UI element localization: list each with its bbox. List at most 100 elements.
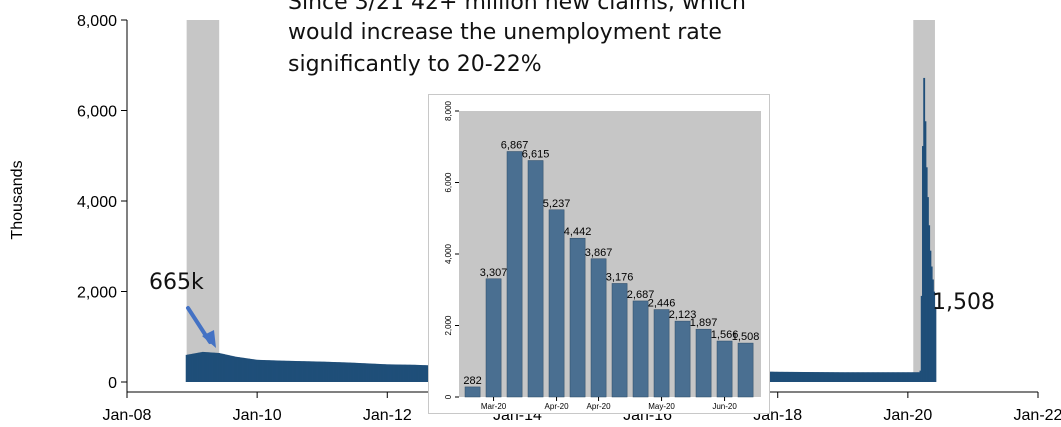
- inset-chart-frame: 0 2,000 4,000 6,000 8,000 282 3,307 6,867 6,615 5…: [428, 94, 770, 414]
- weekly-claims-bar: [895, 372, 898, 382]
- weekly-claims-bar: [206, 352, 209, 382]
- weekly-claims-bar: [422, 365, 425, 382]
- weekly-claims-bar: [789, 371, 792, 382]
- weekly-claims-bar: [838, 372, 841, 382]
- weekly-claims-bar: [294, 360, 297, 382]
- weekly-claims-bar: [793, 371, 796, 382]
- weekly-claims-bar: [769, 371, 772, 382]
- weekly-claims-bar: [929, 250, 932, 382]
- weekly-claims-bar: [782, 371, 785, 382]
- weekly-claims-bar: [892, 372, 894, 382]
- inset-bar: [464, 386, 481, 398]
- weekly-claims-bar: [280, 360, 283, 382]
- weekly-claims-bar: [289, 360, 292, 382]
- weekly-claims-bar: [868, 372, 871, 382]
- inset-bar-label: 6,615: [522, 149, 550, 161]
- weekly-claims-bar: [316, 361, 319, 382]
- weekly-claims-bar: [274, 360, 277, 382]
- weekly-claims-bar: [201, 351, 204, 382]
- inset-y-tick-label: 8,000: [444, 100, 453, 121]
- weekly-claims-bar: [415, 364, 418, 382]
- weekly-claims-bar: [196, 352, 199, 382]
- y-tick-label: 6,000: [77, 104, 117, 121]
- weekly-claims-bar: [850, 372, 853, 382]
- inset-bar: [506, 151, 523, 398]
- weekly-claims-bar: [780, 371, 783, 382]
- weekly-claims-bar: [308, 361, 310, 382]
- weekly-claims-bar: [818, 372, 821, 382]
- weekly-claims-bar: [310, 361, 313, 382]
- weekly-claims-bar: [249, 358, 252, 382]
- inset-bar: [632, 300, 649, 398]
- weekly-claims-bar: [807, 372, 810, 382]
- weekly-claims-bar: [918, 372, 921, 382]
- weekly-claims-bar: [903, 372, 906, 382]
- weekly-claims-bar: [285, 360, 288, 382]
- weekly-claims-bar: [221, 353, 224, 382]
- weekly-claims-bar: [812, 372, 815, 382]
- weekly-claims-bar: [375, 363, 378, 382]
- inset-bar-label: 3,867: [585, 247, 613, 259]
- weekly-claims-bar: [258, 359, 260, 382]
- weekly-claims-bar: [186, 354, 189, 382]
- weekly-claims-bar: [254, 359, 257, 382]
- weekly-claims-bar: [250, 359, 253, 382]
- weekly-claims-bar: [394, 364, 396, 382]
- weekly-claims-bar: [825, 372, 828, 382]
- weekly-claims-bar: [883, 372, 886, 382]
- weekly-claims-bar: [914, 372, 917, 382]
- x-tick-label: Jan-12: [363, 407, 412, 424]
- weekly-claims-bar: [319, 361, 322, 382]
- inset-bar: [569, 237, 586, 398]
- weekly-claims-bar: [790, 371, 793, 382]
- weekly-claims-bar: [340, 362, 343, 382]
- weekly-claims-bar: [213, 352, 216, 382]
- weekly-claims-bar: [188, 354, 191, 382]
- weekly-claims-bar: [215, 352, 218, 382]
- weekly-claims-bar: [917, 372, 919, 382]
- weekly-claims-bar: [193, 353, 196, 382]
- weekly-claims-bar: [792, 371, 795, 382]
- weekly-claims-bar: [928, 225, 931, 382]
- latest-value-annotation: 1,508: [932, 290, 995, 315]
- inset-bar-label: 282: [463, 375, 481, 387]
- weekly-claims-bar: [255, 359, 258, 382]
- weekly-claims-bar: [822, 372, 825, 382]
- weekly-claims-bar: [404, 364, 406, 382]
- inset-bar-label: 5,237: [543, 198, 571, 210]
- weekly-claims-bar: [352, 362, 355, 382]
- weekly-claims-bar: [189, 354, 192, 382]
- weekly-claims-bar: [275, 360, 278, 382]
- weekly-claims-bar: [246, 358, 249, 382]
- weekly-claims-bar: [356, 362, 359, 382]
- weekly-claims-bar: [301, 361, 304, 382]
- weekly-claims-bar: [361, 363, 364, 382]
- weekly-claims-bar: [809, 372, 812, 382]
- weekly-claims-bar: [379, 364, 382, 382]
- weekly-claims-bar: [784, 371, 787, 382]
- weekly-claims-bar: [362, 363, 365, 382]
- weekly-claims-bar: [852, 372, 854, 382]
- inset-bar-label: 1,566: [711, 329, 739, 341]
- weekly-claims-bar: [887, 372, 889, 382]
- weekly-claims-bar: [819, 372, 822, 382]
- inset-x-tick-label: Apr-20: [587, 402, 612, 411]
- weekly-claims-bar: [409, 364, 411, 382]
- weekly-claims-bar: [889, 372, 892, 382]
- weekly-claims-bar: [270, 360, 273, 382]
- inset-y-tick-label: 6,000: [444, 172, 453, 193]
- weekly-claims-bar: [251, 359, 254, 382]
- weekly-claims-bar: [824, 372, 827, 382]
- weekly-claims-bar: [915, 372, 918, 382]
- weekly-claims-bar: [880, 372, 883, 382]
- weekly-claims-bar: [859, 372, 862, 382]
- weekly-claims-bar: [927, 197, 929, 382]
- weekly-claims-bar: [835, 372, 838, 382]
- weekly-claims-bar: [382, 364, 385, 382]
- weekly-claims-bar: [411, 364, 414, 382]
- weekly-claims-bar: [218, 353, 221, 382]
- weekly-claims-bar: [273, 360, 275, 382]
- weekly-claims-bar: [798, 371, 801, 382]
- weekly-claims-bar: [400, 364, 403, 382]
- weekly-claims-bar: [814, 372, 817, 382]
